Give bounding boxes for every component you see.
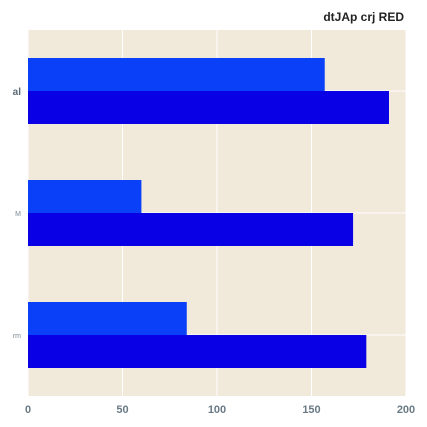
x-tick-label: 200 <box>397 404 415 416</box>
bar-M-series-2 <box>28 213 354 246</box>
bar-M-series-1 <box>28 180 142 213</box>
x-tick-label: 150 <box>302 404 320 416</box>
bar-al-series-2 <box>28 91 389 124</box>
x-tick-label: 0 <box>25 404 31 416</box>
bar-rm-series-1 <box>28 302 187 335</box>
y-tick-label: M <box>15 211 21 218</box>
chart-title: dtJAp crj RED <box>323 10 404 24</box>
y-tick-label: al <box>13 87 22 98</box>
bar-rm-series-2 <box>28 335 367 368</box>
bar-al-series-1 <box>28 58 325 91</box>
x-tick-labels: 0 50 100 150 200 <box>25 404 415 416</box>
y-tick-labels: al Mrm <box>13 87 22 340</box>
x-tick-label: 100 <box>208 404 226 416</box>
bars <box>28 58 389 368</box>
x-tick-label: 50 <box>116 404 128 416</box>
y-tick-label: rm <box>13 333 21 340</box>
